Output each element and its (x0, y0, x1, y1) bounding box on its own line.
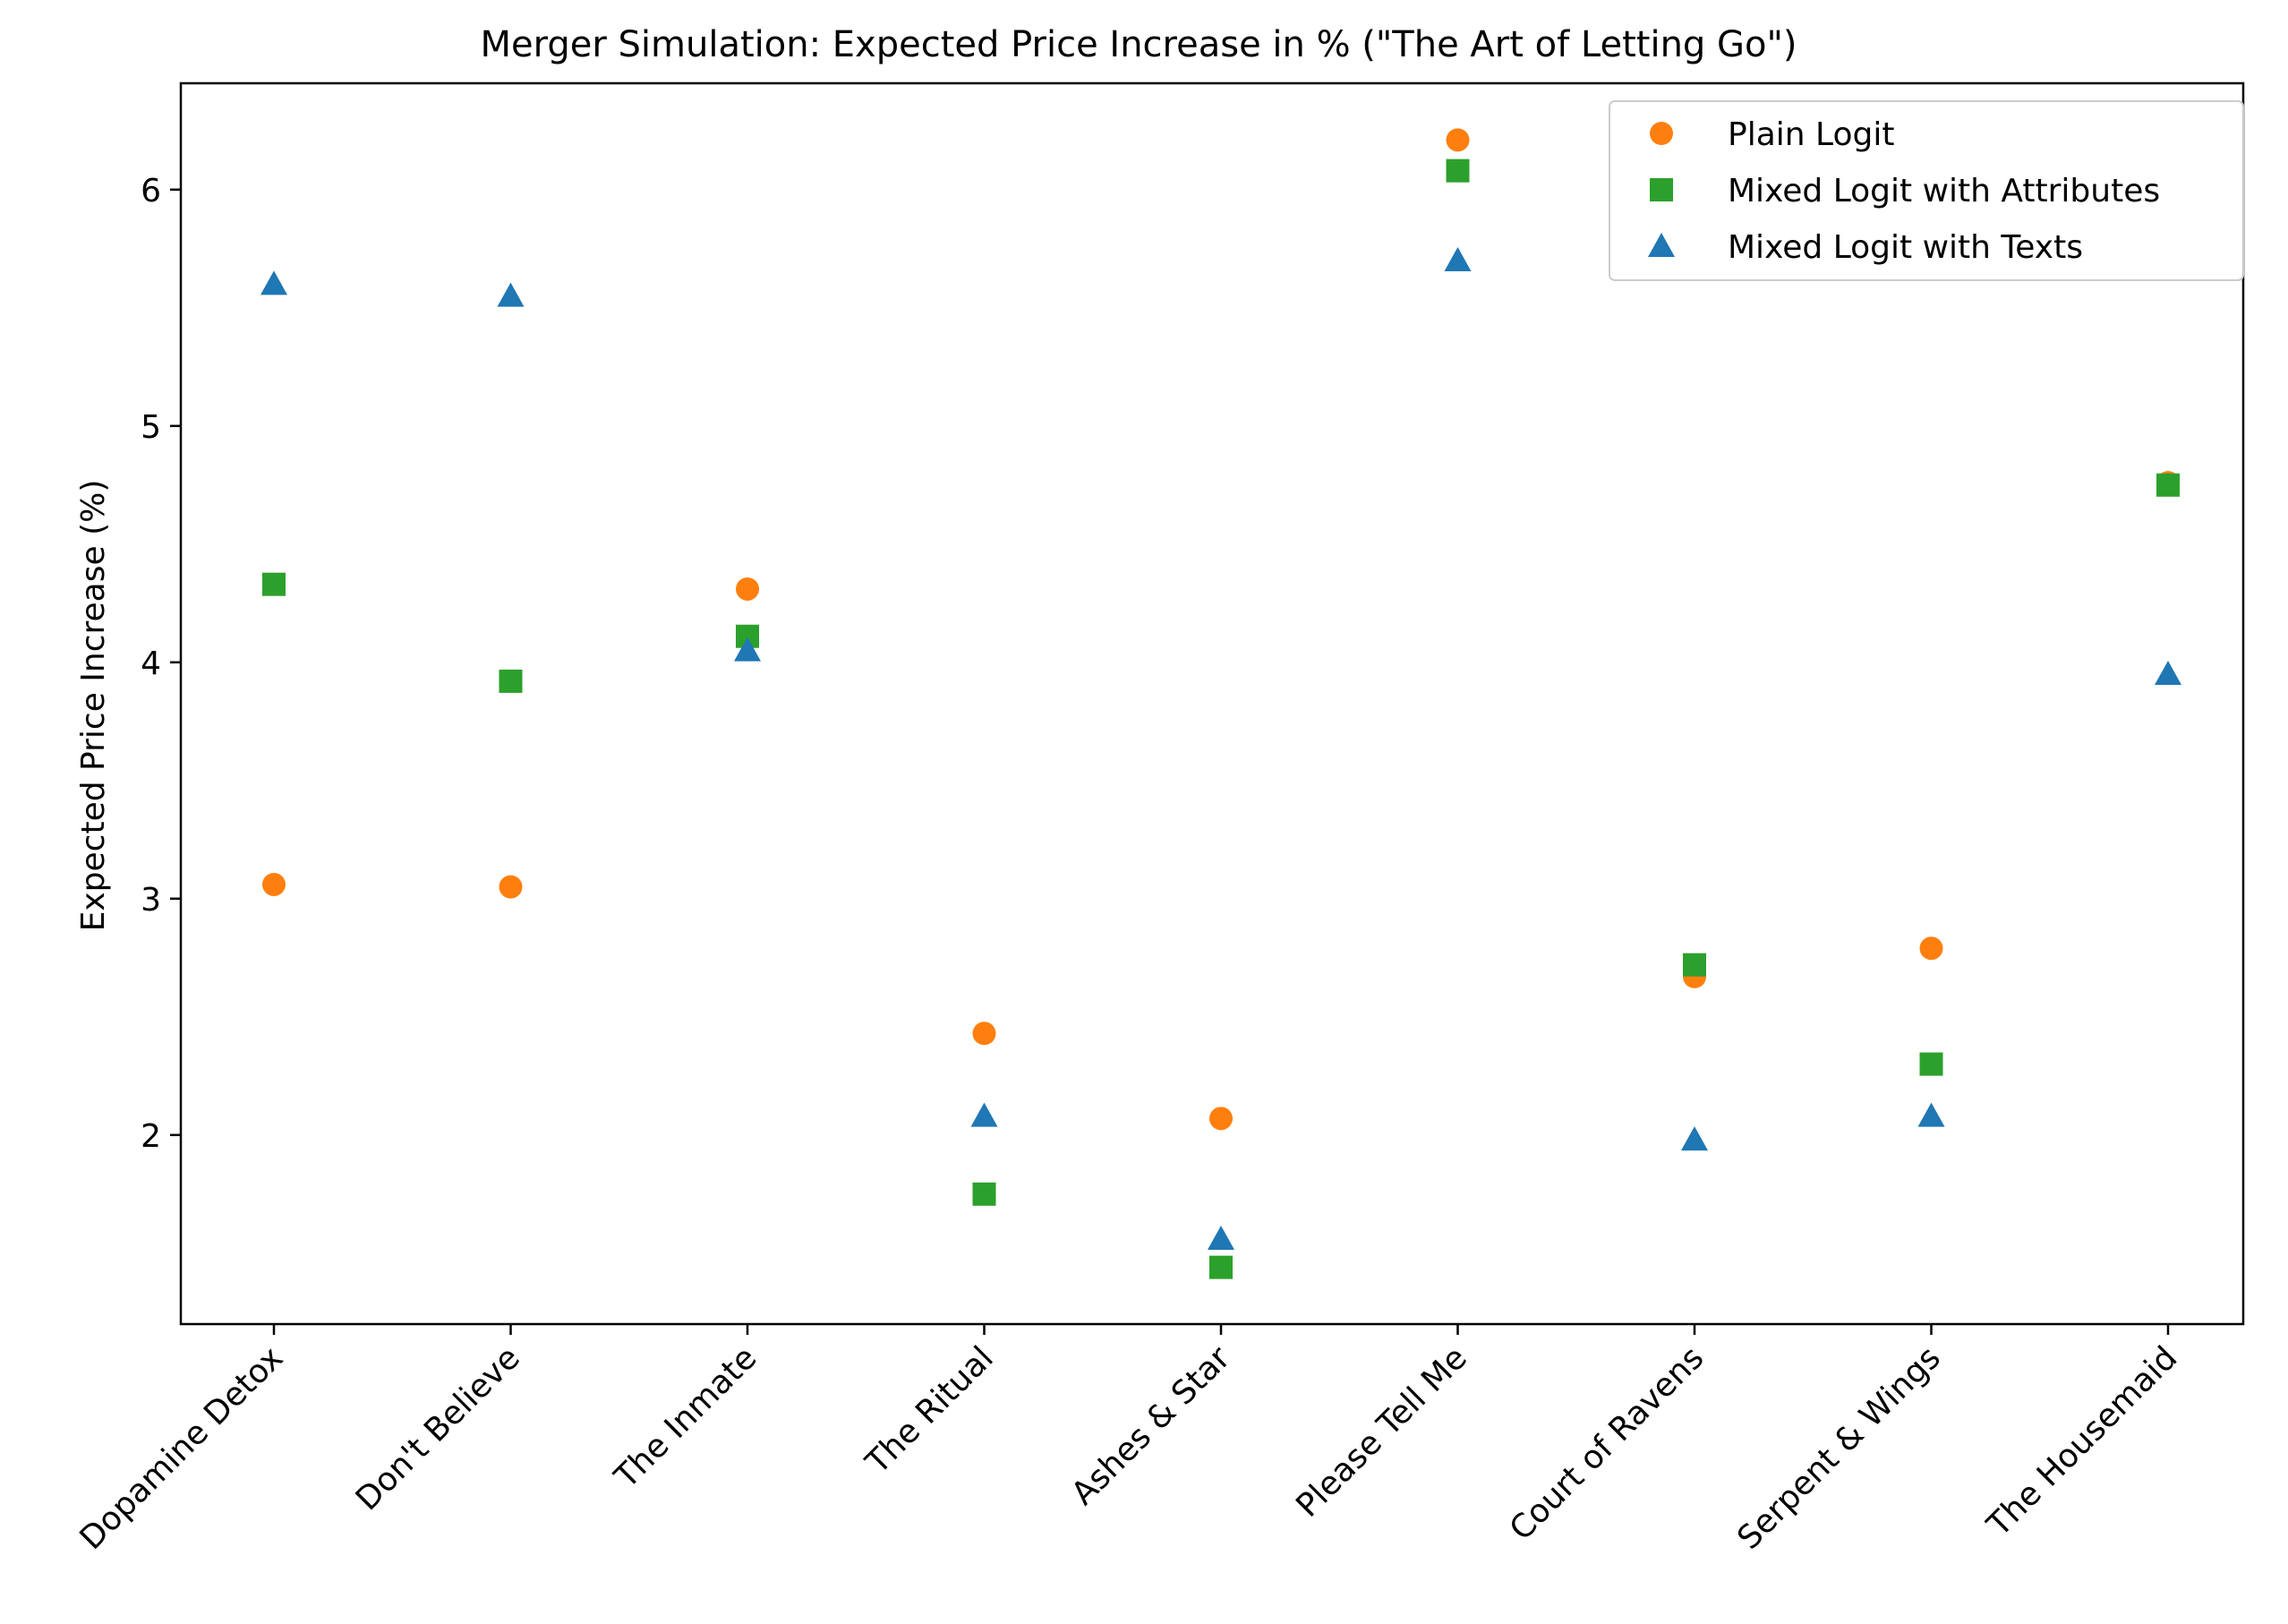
data-point (2156, 473, 2180, 497)
data-point (1444, 247, 1472, 271)
data-point (1209, 1255, 1233, 1279)
x-tick-label: The Ritual (858, 1339, 1001, 1482)
legend-entry: Mixed Logit with Attributes (1650, 173, 2160, 209)
axes: 2 3 4 5 6 Dopamine Detox Don't Believe The Inma… (73, 81, 2245, 1557)
data-point (262, 572, 286, 596)
y-tick-label: 2 (141, 1118, 161, 1155)
plot-marks (260, 128, 2181, 1279)
data-point (972, 1182, 996, 1206)
legend-label: Mixed Logit with Texts (1728, 229, 2083, 266)
y-tick-label: 4 (141, 645, 161, 682)
data-point (1681, 1126, 1708, 1151)
x-tick-label: Ashes & Star (1064, 1339, 1237, 1512)
data-point (736, 577, 759, 601)
x-tick-label: Please Tell Me (1289, 1339, 1473, 1524)
data-point (734, 637, 761, 662)
data-point (2155, 661, 2181, 685)
legend-entry: Mixed Logit with Texts (1648, 229, 2083, 266)
data-point (1917, 1102, 1945, 1127)
x-tick-label: Dopamine Detox (73, 1339, 291, 1557)
data-point (1446, 158, 1470, 183)
data-point (497, 282, 525, 307)
data-point (972, 1021, 996, 1046)
x-tick-label: Serpent & Wings (1730, 1339, 1947, 1556)
x-tick-label: Don't Believe (349, 1339, 527, 1517)
legend-entry: Plain Logit (1650, 116, 1894, 153)
y-tick-label: 6 (141, 173, 161, 209)
x-tick-label: The Inmate (608, 1339, 764, 1496)
data-point (970, 1102, 998, 1127)
legend-box (1609, 100, 2244, 281)
data-point (1683, 953, 1706, 977)
data-point (499, 875, 523, 899)
data-point (499, 669, 523, 693)
y-tick-label: 3 (141, 882, 161, 919)
data-point (1446, 128, 1470, 152)
x-tick-label: Court of Ravens (1503, 1339, 1711, 1547)
x-tick-label: The Housemaid (1980, 1339, 2185, 1544)
plot-frame (179, 81, 2245, 1326)
legend-marker (1650, 122, 1673, 145)
data-point (260, 270, 287, 295)
legend-marker (1650, 178, 1673, 201)
legend: Plain Logit Mixed Logit with Attributes Mi… (1609, 100, 2244, 281)
data-point (1919, 936, 1943, 961)
chart-title: Merger Simulation: Expected Price Increa… (481, 24, 1797, 65)
series-3 (260, 247, 2181, 1250)
data-point (1919, 1052, 1943, 1076)
data-point (262, 872, 286, 896)
data-point (1209, 1107, 1233, 1131)
legend-label: Plain Logit (1728, 116, 1894, 153)
legend-marker (1648, 233, 1675, 257)
y-tick-label: 5 (141, 409, 161, 446)
y-axis-label: Expected Price Increase (%) (75, 480, 112, 932)
data-point (1208, 1225, 1234, 1250)
legend-label: Mixed Logit with Attributes (1728, 173, 2160, 209)
